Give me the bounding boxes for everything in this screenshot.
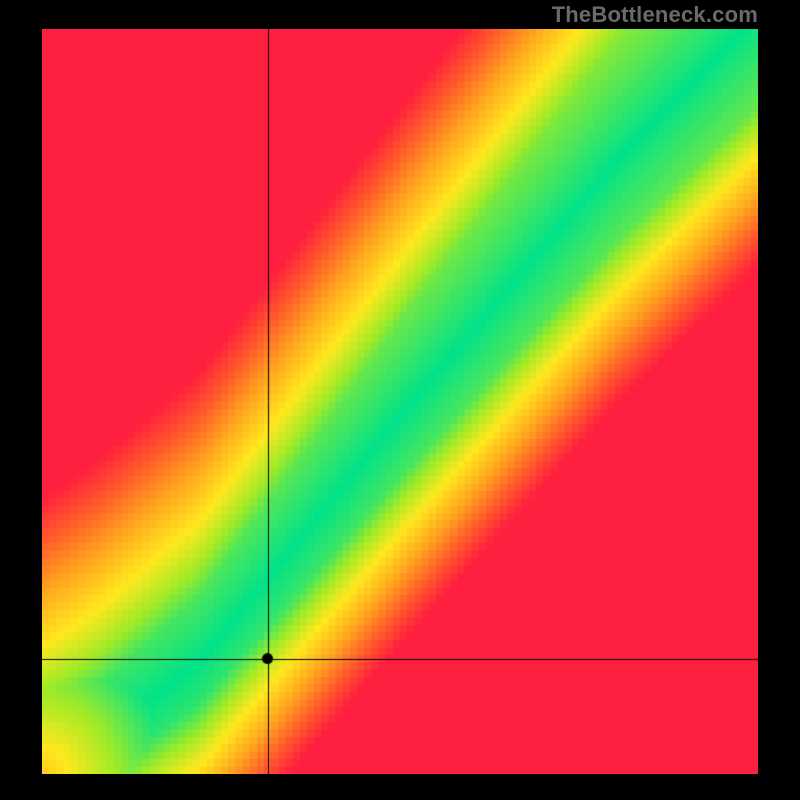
watermark-text: TheBottleneck.com — [552, 2, 758, 28]
bottleneck-heatmap — [42, 29, 758, 774]
figure-root: TheBottleneck.com — [0, 0, 800, 800]
